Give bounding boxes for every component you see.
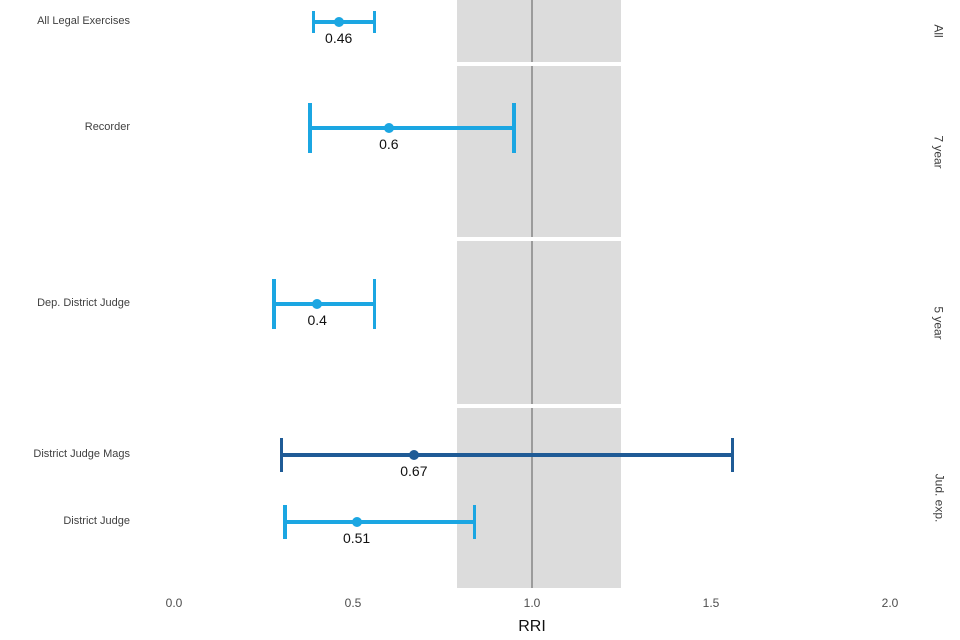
reference-line <box>531 408 533 588</box>
error-bar-cap-left <box>279 438 284 472</box>
x-tick-label: 0.5 <box>344 596 362 610</box>
reference-band <box>456 408 622 588</box>
point-estimate <box>333 17 344 27</box>
point-estimate <box>383 123 394 133</box>
facet-strip-label: 7 year <box>932 134 947 169</box>
reference-band <box>456 66 622 237</box>
category-label: All Legal Exercises <box>37 15 130 27</box>
category-label: Dep. District Judge <box>37 297 130 309</box>
x-axis-title: RRI <box>518 618 546 635</box>
value-label: 0.67 <box>400 463 428 479</box>
error-bar-cap-left <box>311 11 316 33</box>
value-label: 0.6 <box>379 136 399 152</box>
point-estimate <box>351 517 362 527</box>
error-bar-line <box>281 453 733 457</box>
reference-line <box>531 241 533 404</box>
facet-strip-label: Jud. exp. <box>932 473 947 523</box>
x-tick-label: 2.0 <box>881 596 899 610</box>
facet-strip-label: 5 year <box>932 305 947 340</box>
reference-band <box>456 241 622 404</box>
value-label: 0.51 <box>342 530 371 546</box>
error-bar-cap-right <box>372 279 377 329</box>
facet-strip: 7 year <box>924 66 954 237</box>
point-estimate <box>312 299 323 309</box>
category-label: Recorder <box>84 121 130 133</box>
x-tick-label: 1.5 <box>702 596 720 610</box>
facet-strip: Jud. exp. <box>924 408 954 588</box>
reference-band <box>456 0 622 62</box>
value-label: 0.4 <box>307 312 327 328</box>
category-label: District Judge Mags <box>33 448 130 460</box>
error-bar-cap-right <box>512 103 516 153</box>
facet-strip: 5 year <box>924 241 954 404</box>
error-bar-cap-right <box>472 505 477 539</box>
category-label: District Judge <box>63 515 130 527</box>
error-bar-line <box>274 302 375 306</box>
reference-line <box>531 0 533 62</box>
facet-strip: All <box>924 0 954 62</box>
error-bar-cap-right <box>372 11 377 33</box>
x-tick-label: 1.0 <box>523 596 541 610</box>
error-bar-cap-right <box>730 438 735 472</box>
error-bar-line <box>284 520 475 524</box>
facet-strip-label: All <box>932 24 946 38</box>
point-estimate <box>408 450 419 460</box>
error-bar-cap-left <box>283 505 287 539</box>
reference-line <box>531 66 533 237</box>
x-tick-label: 0.0 <box>165 596 183 610</box>
error-bar-cap-left <box>272 279 276 329</box>
error-bar-line <box>310 126 515 130</box>
error-bar-cap-left <box>308 103 312 153</box>
value-label: 0.46 <box>325 30 353 46</box>
error-bar-line <box>313 20 375 24</box>
